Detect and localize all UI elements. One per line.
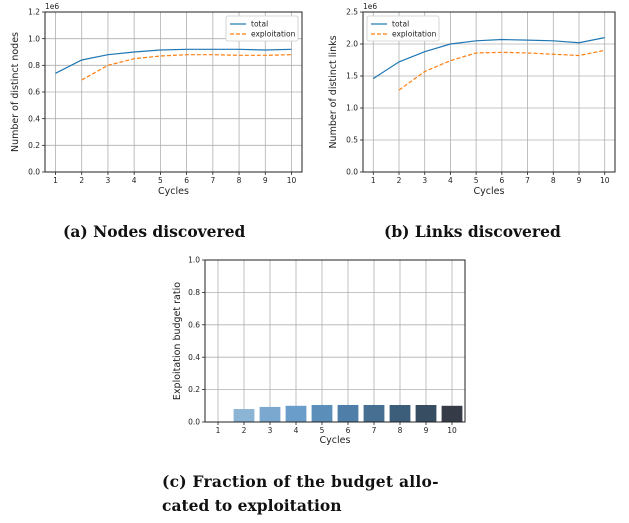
x-tick-label: 2: [242, 426, 247, 435]
bar-cycle-9: [415, 404, 437, 422]
legend-label-total: total: [392, 20, 409, 29]
x-tick-label: 1: [371, 176, 376, 185]
bar-cycle-5: [311, 404, 333, 422]
x-tick-label: 7: [210, 176, 215, 185]
x-axis-label: Cycles: [158, 186, 189, 197]
legend-label-total: total: [251, 20, 268, 29]
x-tick-label: 5: [320, 426, 325, 435]
y-tick-label: 1.5: [346, 72, 358, 81]
series-line-exploitation: [398, 49, 605, 91]
y-axis-label: Number of distinct links: [328, 35, 339, 148]
x-tick-label: 5: [474, 176, 479, 185]
x-tick-label: 6: [346, 426, 351, 435]
y-tick-label: 0.4: [28, 114, 40, 123]
y-tick-label: 0.0: [28, 168, 40, 177]
x-tick-label: 10: [447, 426, 457, 435]
series-line-total: [55, 48, 292, 74]
x-tick-label: 2: [397, 176, 402, 185]
series-line-total: [372, 37, 605, 80]
nodes-discovered-chart: 1 2 3 4 5 6 7 8 9 10 0.0 0.2 0.4 0.6 0.8 1.0 1.2 1e6 Cycle…: [10, 2, 303, 197]
y-tick-label: 2.5: [346, 8, 358, 17]
x-axis-label: Cycles: [320, 435, 351, 446]
legend-box: [366, 15, 440, 42]
y-axis-label: Number of distinct nodes: [10, 32, 21, 152]
x-tick-label: 8: [398, 426, 403, 435]
budget-fraction-chart: 0.0 0.2 0.4 0.6 0.8 1.0 1 2 3 4 5 6 7 8 9 10 Cycles Explo…: [172, 256, 466, 446]
y-tick-label: 0.0: [346, 168, 358, 177]
caption-b: (b) Links discovered: [384, 222, 561, 241]
plot-frame: [204, 259, 466, 423]
bar-cycle-2: [233, 409, 255, 422]
y-tick-label: 0.8: [188, 288, 200, 297]
y-tick-label: 0.5: [346, 136, 358, 145]
y-tick-label: 0.4: [188, 353, 200, 362]
x-tick-label: 10: [287, 176, 297, 185]
y-tick-label: 0.0: [188, 418, 200, 427]
x-tick-label: 4: [132, 176, 137, 185]
y-tick-label: 0.8: [28, 61, 40, 70]
plot-frame: [44, 11, 303, 173]
x-tick-label: 3: [422, 176, 427, 185]
bar-cycle-4: [285, 405, 307, 422]
x-axis-label: Cycles: [474, 186, 505, 197]
y-exponent-label: 1e6: [45, 2, 59, 11]
bar-cycle-10: [441, 405, 463, 422]
y-tick-label: 0.2: [28, 141, 40, 150]
plot-frame: [362, 11, 616, 173]
x-tick-label: 5: [158, 176, 163, 185]
y-tick-label: 1.0: [346, 104, 358, 113]
x-tick-label: 3: [106, 176, 111, 185]
caption-a: (a) Nodes discovered: [63, 222, 246, 241]
x-tick-label: 8: [551, 176, 556, 185]
y-tick-label: 2.0: [346, 40, 358, 49]
caption-c-line2: cated to exploitation: [162, 496, 342, 515]
legend-label-exploitation: exploitation: [392, 30, 437, 39]
x-tick-label: 7: [372, 426, 377, 435]
caption-c-line1: (c) Fraction of the budget allo-: [162, 472, 439, 491]
y-tick-label: 1.0: [28, 34, 40, 43]
y-axis-label: Exploitation budget ratio: [172, 282, 183, 400]
y-tick-label: 1.2: [28, 8, 40, 17]
series-line-exploitation: [81, 54, 292, 81]
x-tick-label: 4: [294, 426, 299, 435]
x-tick-label: 4: [448, 176, 453, 185]
y-tick-label: 0.2: [188, 385, 200, 394]
bar-cycle-7: [363, 404, 385, 422]
y-tick-label: 0.6: [28, 88, 40, 97]
x-tick-label: 2: [79, 176, 84, 185]
x-tick-label: 7: [525, 176, 530, 185]
x-tick-label: 3: [268, 426, 273, 435]
x-tick-label: 6: [184, 176, 189, 185]
x-tick-label: 9: [577, 176, 582, 185]
x-tick-label: 1: [53, 176, 58, 185]
x-tick-label: 8: [237, 176, 242, 185]
x-tick-label: 1: [216, 426, 221, 435]
y-exponent-label: 1e6: [363, 2, 377, 11]
x-tick-label: 6: [499, 176, 504, 185]
x-tick-label: 9: [263, 176, 268, 185]
x-tick-label: 9: [424, 426, 429, 435]
legend-label-exploitation: exploitation: [251, 30, 296, 39]
legend-box: [225, 15, 299, 42]
bar-cycle-6: [337, 404, 359, 422]
bar-cycle-8: [389, 404, 411, 422]
y-tick-label: 0.6: [188, 320, 200, 329]
bar-cycle-3: [259, 406, 281, 422]
links-discovered-chart: 1 2 3 4 5 6 7 8 9 10 0.0 0.5 1.0 1.5 2.0 2.5 1e6 Cycles Nu…: [328, 2, 616, 197]
y-tick-label: 1.0: [188, 256, 200, 265]
x-tick-label: 10: [600, 176, 610, 185]
